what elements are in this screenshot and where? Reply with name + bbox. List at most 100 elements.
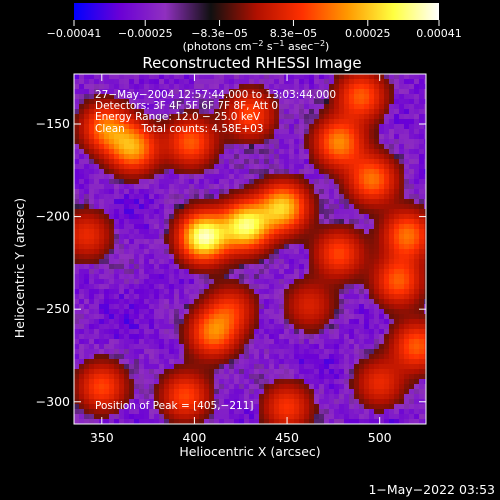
heatmap-cell [304,314,310,320]
heatmap-cell [129,319,135,325]
heatmap-cell [249,114,255,120]
heatmap-cell [369,224,375,230]
heatmap-cell [84,309,90,315]
heatmap-cell [174,154,180,160]
heatmap-cell [359,99,365,105]
heatmap-cell [384,189,390,195]
heatmap-cell [99,159,105,165]
heatmap-cell [214,294,220,300]
heatmap-cell [329,309,335,315]
heatmap-cell [209,339,215,345]
heatmap-cell [194,114,200,120]
heatmap-cell [354,409,360,415]
heatmap-cell [379,339,385,345]
heatmap-cell [299,404,305,410]
heatmap-cell [424,284,426,290]
heatmap-cell [394,114,400,120]
heatmap-cell [244,164,250,170]
heatmap-cell [419,114,425,120]
heatmap-cell [329,339,335,345]
heatmap-cell [349,314,355,320]
heatmap-cell [209,189,215,195]
heatmap-cell [84,259,90,265]
heatmap-cell [234,124,240,130]
heatmap-cell [149,284,155,290]
heatmap-cell [334,179,340,185]
heatmap-cell [274,94,280,100]
heatmap-cell [364,319,370,325]
heatmap-cell [204,169,210,175]
heatmap-cell [164,364,170,370]
heatmap-cell [94,419,100,424]
heatmap-cell [359,169,365,175]
heatmap-cell [229,104,235,110]
heatmap-cell [419,94,425,100]
heatmap-cell [289,109,295,115]
heatmap-cell [74,124,80,130]
heatmap-cell [239,134,245,140]
heatmap-cell [354,354,360,360]
heatmap-cell [244,74,250,80]
heatmap-cell [269,214,275,220]
heatmap-cell [149,279,155,285]
heatmap-cell [199,224,205,230]
heatmap-cell [409,334,415,340]
heatmap-cell [204,219,210,225]
heatmap-cell [89,189,95,195]
heatmap-cell [119,144,125,150]
heatmap-cell [199,149,205,155]
heatmap-cell [199,89,205,95]
heatmap-cell [334,139,340,145]
heatmap-cell [144,349,150,355]
heatmap-cell [114,244,120,250]
heatmap-cell [189,374,195,380]
heatmap-cell [234,334,240,340]
heatmap-cell [79,394,85,400]
heatmap-cell [224,364,230,370]
heatmap-cell [219,309,225,315]
heatmap-cell [174,384,180,390]
heatmap-cell [289,164,295,170]
heatmap-cell [314,204,320,210]
heatmap-cell [74,149,80,155]
heatmap-cell [274,234,280,240]
heatmap-cell [94,299,100,305]
heatmap-cell [254,104,260,110]
heatmap-cell [399,414,405,420]
heatmap-cell [164,334,170,340]
heatmap-cell [94,274,100,280]
heatmap-cell [424,234,426,240]
heatmap-cell [319,414,325,420]
heatmap-cell [159,194,165,200]
heatmap-cell [249,314,255,320]
heatmap-cell [234,419,240,424]
heatmap-cell [329,279,335,285]
heatmap-cell [284,139,290,145]
heatmap-cell [164,309,170,315]
heatmap-cell [109,409,115,415]
heatmap-cell [369,234,375,240]
heatmap-cell [164,219,170,225]
heatmap-cell [404,224,410,230]
heatmap-cell [234,79,240,85]
heatmap-cell [164,254,170,260]
heatmap-cell [229,94,235,100]
heatmap-cell [214,344,220,350]
heatmap-cell [259,349,265,355]
heatmap-cell [394,154,400,160]
heatmap-cell [119,199,125,205]
heatmap-cell [109,154,115,160]
heatmap-cell [119,169,125,175]
heatmap-cell [374,94,380,100]
heatmap-cell [124,314,130,320]
heatmap-cell [289,89,295,95]
chart-title: Reconstructed RHESSI Image [142,54,361,72]
heatmap-cell [349,174,355,180]
heatmap-cell [199,264,205,270]
heatmap-cell [189,404,195,410]
heatmap-cell [334,149,340,155]
heatmap-cell [404,299,410,305]
heatmap-cell [274,89,280,95]
heatmap-cell [344,164,350,170]
heatmap-cell [119,269,125,275]
